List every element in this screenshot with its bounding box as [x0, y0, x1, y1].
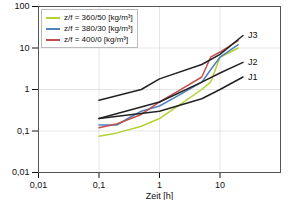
svg-text:0,1: 0,1 — [17, 126, 30, 136]
svg-text:1: 1 — [24, 84, 29, 94]
html-text:z/f = 380/30 [kg/m³]: z/f = 380/30 [kg/m³] — [64, 24, 133, 33]
svg-text:J3: J3 — [248, 30, 258, 40]
html-text:z/f = 360/50 [kg/m³]: z/f = 360/50 [kg/m³] — [64, 13, 133, 22]
html-text:z/f = 400/0 [kg/m³]: z/f = 400/0 [kg/m³] — [64, 35, 129, 44]
svg-text:0,01: 0,01 — [30, 180, 48, 190]
svg-text:0,01: 0,01 — [12, 167, 30, 177]
svg-text:100: 100 — [14, 1, 29, 11]
svg-text:J1: J1 — [248, 72, 258, 82]
svg-text:1: 1 — [157, 180, 162, 190]
svg-text:0,1: 0,1 — [93, 180, 106, 190]
svg-text:Zeit [h]: Zeit [h] — [146, 191, 174, 200]
svg-text:10: 10 — [19, 43, 29, 53]
svg-text:10: 10 — [215, 180, 225, 190]
svg-text:J2: J2 — [248, 57, 258, 67]
